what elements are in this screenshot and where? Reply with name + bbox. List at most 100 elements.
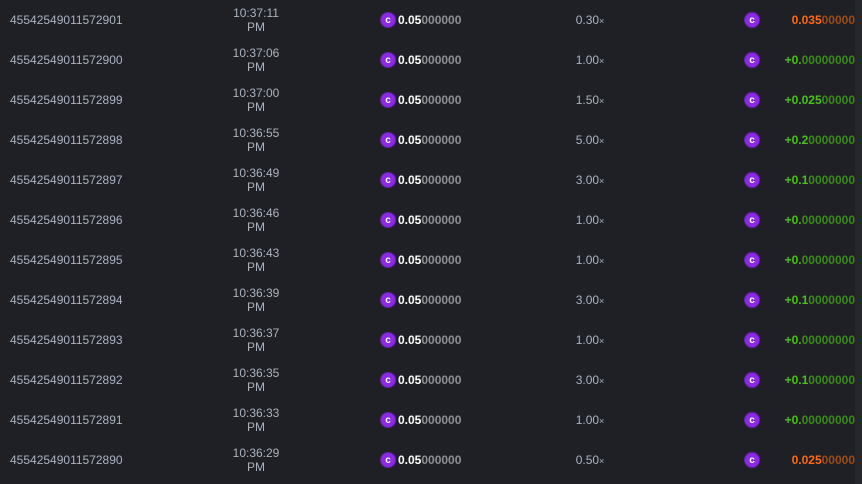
bet-id[interactable]: 45542549011572891 [10, 413, 123, 427]
payout-bright: +0. [784, 253, 802, 267]
bet-amount: c 0.05 000000 [381, 213, 461, 227]
multiplier-value: 1.50 [575, 93, 600, 107]
payout: c +0.00000000 [745, 413, 855, 427]
table-row[interactable]: 45542549011572897 10:36:49 PM c 0.05 00000… [0, 160, 855, 200]
bet-amount: c 0.05 000000 [381, 173, 461, 187]
multiplier: 1.00× [560, 253, 620, 267]
multiplier-value: 3.00 [575, 173, 600, 187]
multiplier: 0.30× [560, 13, 620, 27]
coin-icon: c [745, 333, 759, 347]
coin-icon: c [745, 133, 759, 147]
bet-amount-dim: 000000 [421, 53, 462, 67]
coin-icon: c [381, 93, 395, 107]
payout: c +0.10000000 [745, 173, 855, 187]
multiplier-value: 1.00 [575, 53, 600, 67]
bet-id[interactable]: 45542549011572895 [10, 253, 123, 267]
scrollbar[interactable] [855, 0, 862, 484]
coin-icon: c [381, 13, 395, 27]
payout-dim: 00000 [821, 93, 855, 107]
table-row[interactable]: 45542549011572893 10:36:37 PM c 0.05 00000… [0, 320, 855, 360]
table-row[interactable]: 45542549011572892 10:36:35 PM c 0.05 00000… [0, 360, 855, 400]
coin-icon: c [745, 13, 759, 27]
bet-time: 10:37:06 PM [232, 46, 280, 74]
multiplier: 1.00× [560, 333, 620, 347]
bet-id[interactable]: 45542549011572898 [10, 133, 123, 147]
payout-bright: +0. [784, 53, 802, 67]
multiplier-value: 1.00 [575, 333, 600, 347]
payout-bright: +0.2 [784, 133, 809, 147]
table-row[interactable]: 45542549011572891 10:36:33 PM c 0.05 00000… [0, 400, 855, 440]
payout: c +0.00000000 [745, 53, 855, 67]
bet-id[interactable]: 45542549011572893 [10, 333, 123, 347]
table-row[interactable]: 45542549011572894 10:36:39 PM c 0.05 00000… [0, 280, 855, 320]
multiplier-suffix: × [599, 416, 605, 426]
bet-time: 10:36:33 PM [232, 406, 280, 434]
coin-icon: c [745, 213, 759, 227]
bet-amount-dim: 000000 [421, 213, 462, 227]
payout: c +0.00000000 [745, 333, 855, 347]
payout-bright: +0.025 [784, 93, 822, 107]
bet-amount-bright: 0.05 [398, 413, 422, 427]
coin-icon: c [381, 53, 395, 67]
multiplier: 3.00× [560, 293, 620, 307]
multiplier-suffix: × [599, 456, 605, 466]
payout: c +0.02500000 [745, 93, 855, 107]
coin-icon: c [745, 413, 759, 427]
bet-time: 10:36:43 PM [232, 246, 280, 274]
coin-icon: c [381, 213, 395, 227]
table-row[interactable]: 45542549011572895 10:36:43 PM c 0.05 00000… [0, 240, 855, 280]
bet-id[interactable]: 45542549011572890 [10, 453, 123, 467]
bet-amount-dim: 000000 [421, 413, 462, 427]
table-row[interactable]: 45542549011572898 10:36:55 PM c 0.05 00000… [0, 120, 855, 160]
coin-icon: c [381, 173, 395, 187]
bet-amount-bright: 0.05 [398, 453, 422, 467]
bet-id[interactable]: 45542549011572892 [10, 373, 123, 387]
payout-bright: 0.025 [791, 453, 822, 467]
multiplier: 0.50× [560, 453, 620, 467]
payout-bright: +0. [784, 333, 802, 347]
payout: c +0.20000000 [745, 133, 855, 147]
payout-dim: 00000000 [801, 413, 855, 427]
payout-bright: +0. [784, 413, 802, 427]
payout-dim: 00000000 [801, 53, 855, 67]
coin-icon: c [745, 373, 759, 387]
payout-dim: 00000000 [801, 253, 855, 267]
bet-id[interactable]: 45542549011572896 [10, 213, 123, 227]
bet-amount-dim: 000000 [421, 453, 462, 467]
bet-time: 10:36:37 PM [232, 326, 280, 354]
multiplier-suffix: × [599, 136, 605, 146]
multiplier-value: 3.00 [575, 373, 600, 387]
coin-icon: c [381, 333, 395, 347]
table-row[interactable]: 45542549011572901 10:37:11 PM c 0.05 00000… [0, 0, 855, 40]
bet-id[interactable]: 45542549011572901 [10, 13, 123, 27]
bet-amount-bright: 0.05 [398, 173, 422, 187]
multiplier: 1.00× [560, 213, 620, 227]
bet-amount-bright: 0.05 [398, 253, 422, 267]
bet-amount-bright: 0.05 [398, 373, 422, 387]
bet-time: 10:36:49 PM [232, 166, 280, 194]
payout-dim: 00000000 [801, 333, 855, 347]
bet-amount: c 0.05 000000 [381, 53, 461, 67]
multiplier-suffix: × [599, 216, 605, 226]
bet-id[interactable]: 45542549011572897 [10, 173, 123, 187]
table-row[interactable]: 45542549011572890 10:36:29 PM c 0.05 00000… [0, 440, 855, 480]
bet-time: 10:36:55 PM [232, 126, 280, 154]
bet-amount-dim: 000000 [421, 253, 462, 267]
bet-id[interactable]: 45542549011572899 [10, 93, 123, 107]
table-row[interactable]: 45542549011572896 10:36:46 PM c 0.05 00000… [0, 200, 855, 240]
multiplier: 3.00× [560, 173, 620, 187]
coin-icon: c [745, 173, 759, 187]
payout-bright: +0.1 [784, 173, 809, 187]
coin-icon: c [381, 133, 395, 147]
bet-id[interactable]: 45542549011572894 [10, 293, 123, 307]
bet-amount-dim: 000000 [421, 333, 462, 347]
bet-time: 10:37:11 PM [233, 6, 279, 34]
table-row[interactable]: 45542549011572899 10:37:00 PM c 0.05 00000… [0, 80, 855, 120]
bet-amount: c 0.05 000000 [381, 373, 461, 387]
coin-icon: c [745, 253, 759, 267]
coin-icon: c [381, 413, 395, 427]
table-row[interactable]: 45542549011572900 10:37:06 PM c 0.05 00000… [0, 40, 855, 80]
bet-amount: c 0.05 000000 [381, 133, 461, 147]
bet-id[interactable]: 45542549011572900 [10, 53, 123, 67]
coin-icon: c [381, 453, 395, 467]
